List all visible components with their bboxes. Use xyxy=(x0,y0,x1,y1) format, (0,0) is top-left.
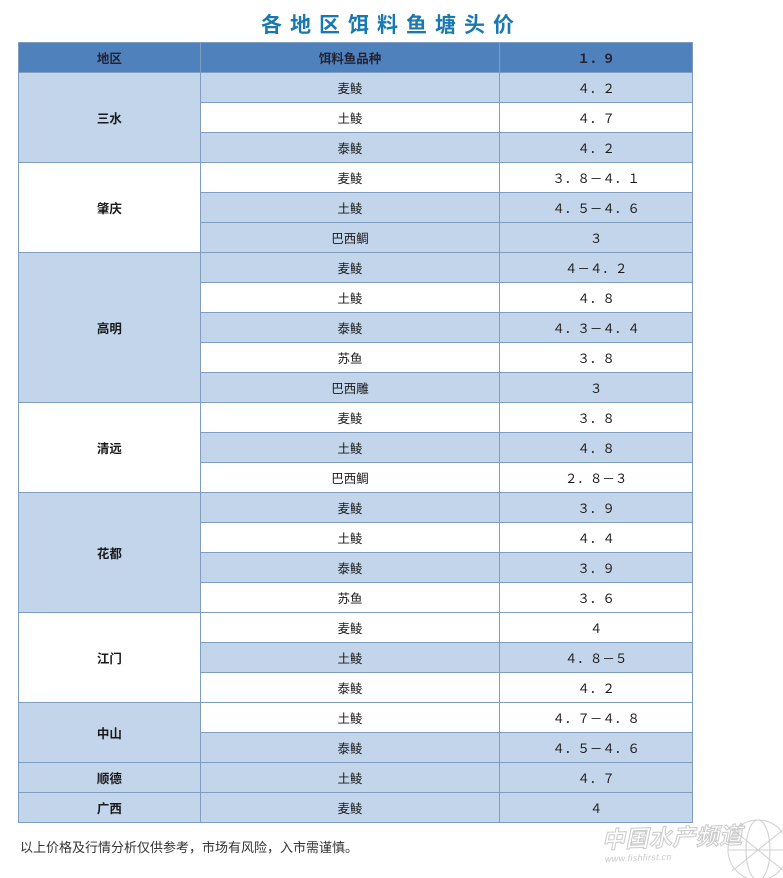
svg-text:www.fishfirst.cn: www.fishfirst.cn xyxy=(605,852,672,864)
svg-text:中国水产频道: 中国水产频道 xyxy=(601,822,746,853)
